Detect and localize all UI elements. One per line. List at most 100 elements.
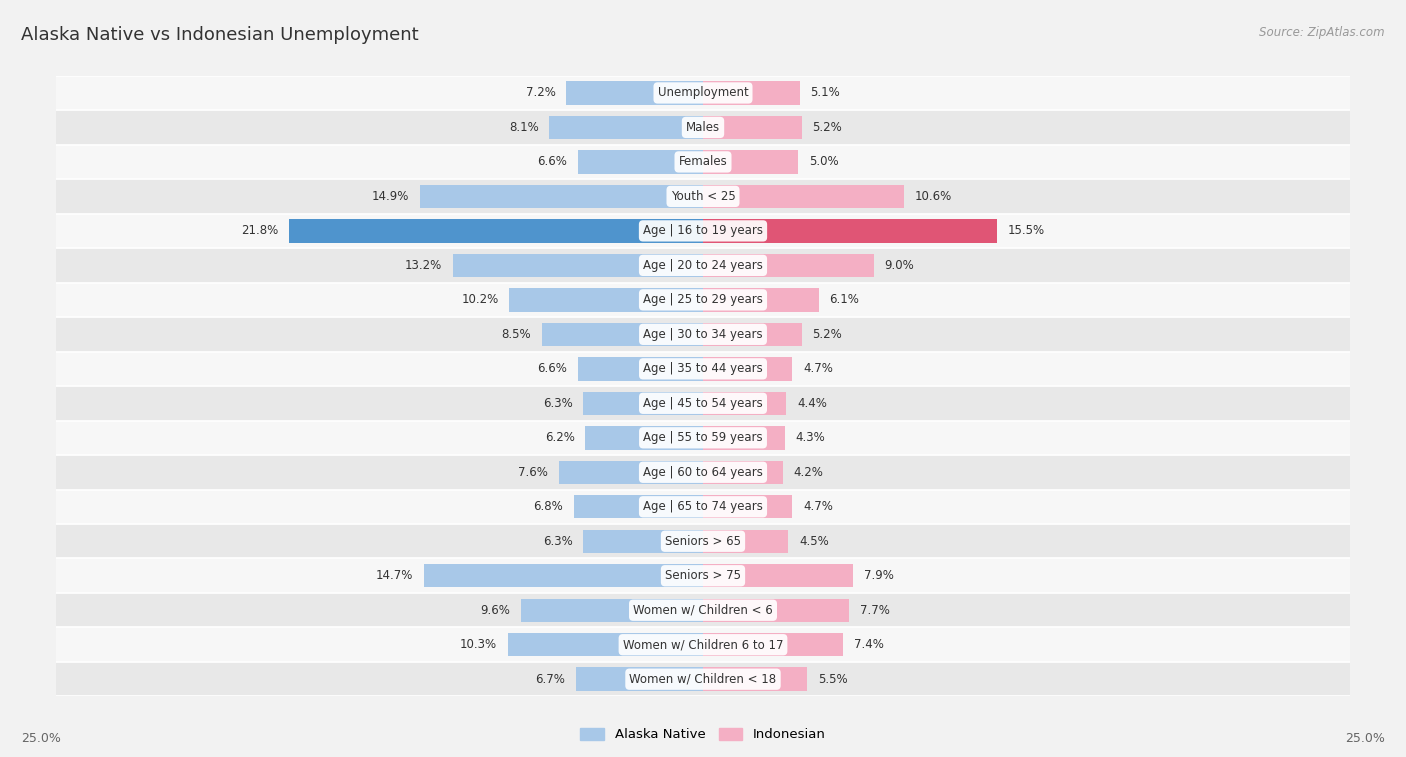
Bar bbox=[509, 288, 703, 312]
Text: Age | 65 to 74 years: Age | 65 to 74 years bbox=[643, 500, 763, 513]
Bar bbox=[56, 179, 1350, 213]
Text: 7.9%: 7.9% bbox=[863, 569, 894, 582]
Text: 6.8%: 6.8% bbox=[533, 500, 564, 513]
Bar bbox=[574, 495, 703, 519]
Text: 5.5%: 5.5% bbox=[818, 673, 848, 686]
Text: 6.6%: 6.6% bbox=[537, 155, 567, 168]
Text: Women w/ Children 6 to 17: Women w/ Children 6 to 17 bbox=[623, 638, 783, 651]
Bar bbox=[56, 421, 1350, 455]
Bar bbox=[703, 495, 792, 519]
Bar bbox=[56, 386, 1350, 421]
Bar bbox=[56, 593, 1350, 628]
Bar bbox=[420, 185, 703, 208]
Bar bbox=[56, 76, 1350, 111]
Bar bbox=[703, 530, 789, 553]
Bar bbox=[558, 460, 703, 484]
Bar bbox=[567, 81, 703, 104]
Text: 13.2%: 13.2% bbox=[405, 259, 441, 272]
Bar bbox=[703, 116, 801, 139]
Text: Age | 20 to 24 years: Age | 20 to 24 years bbox=[643, 259, 763, 272]
Bar bbox=[703, 254, 873, 277]
Bar bbox=[56, 662, 1350, 696]
Text: 4.2%: 4.2% bbox=[793, 466, 824, 478]
Bar bbox=[703, 81, 800, 104]
Bar bbox=[703, 633, 844, 656]
Text: Youth < 25: Youth < 25 bbox=[671, 190, 735, 203]
Bar bbox=[703, 150, 797, 173]
Text: 4.4%: 4.4% bbox=[797, 397, 827, 410]
Bar bbox=[56, 213, 1350, 248]
Text: 6.2%: 6.2% bbox=[544, 431, 575, 444]
Text: 5.1%: 5.1% bbox=[810, 86, 841, 99]
Bar bbox=[520, 599, 703, 622]
Bar bbox=[56, 145, 1350, 179]
Text: Seniors > 75: Seniors > 75 bbox=[665, 569, 741, 582]
Text: 5.0%: 5.0% bbox=[808, 155, 838, 168]
Bar bbox=[578, 357, 703, 381]
Bar bbox=[56, 351, 1350, 386]
Text: Age | 30 to 34 years: Age | 30 to 34 years bbox=[643, 328, 763, 341]
Text: 10.3%: 10.3% bbox=[460, 638, 496, 651]
Text: Age | 16 to 19 years: Age | 16 to 19 years bbox=[643, 224, 763, 238]
Bar bbox=[578, 150, 703, 173]
Text: 25.0%: 25.0% bbox=[1346, 731, 1385, 745]
Text: 4.5%: 4.5% bbox=[799, 534, 830, 548]
Text: Males: Males bbox=[686, 121, 720, 134]
Text: 10.2%: 10.2% bbox=[461, 294, 499, 307]
Text: 6.3%: 6.3% bbox=[543, 534, 572, 548]
Bar bbox=[703, 564, 853, 587]
Bar bbox=[541, 322, 703, 346]
Text: 5.2%: 5.2% bbox=[813, 328, 842, 341]
Text: Age | 55 to 59 years: Age | 55 to 59 years bbox=[643, 431, 763, 444]
Bar bbox=[56, 490, 1350, 524]
Text: 4.3%: 4.3% bbox=[796, 431, 825, 444]
Text: 7.4%: 7.4% bbox=[855, 638, 884, 651]
Text: 7.7%: 7.7% bbox=[860, 604, 890, 617]
Text: 7.2%: 7.2% bbox=[526, 86, 555, 99]
Text: Age | 35 to 44 years: Age | 35 to 44 years bbox=[643, 363, 763, 375]
Bar bbox=[703, 599, 849, 622]
Text: 15.5%: 15.5% bbox=[1008, 224, 1045, 238]
Bar bbox=[56, 455, 1350, 490]
Bar bbox=[703, 288, 818, 312]
Text: 25.0%: 25.0% bbox=[21, 731, 60, 745]
Bar bbox=[56, 317, 1350, 351]
Text: 8.1%: 8.1% bbox=[509, 121, 538, 134]
Bar bbox=[550, 116, 703, 139]
Bar bbox=[703, 357, 792, 381]
Text: 6.7%: 6.7% bbox=[536, 673, 565, 686]
Text: 7.6%: 7.6% bbox=[519, 466, 548, 478]
Text: Age | 25 to 29 years: Age | 25 to 29 years bbox=[643, 294, 763, 307]
Bar bbox=[56, 282, 1350, 317]
Bar bbox=[56, 248, 1350, 282]
Text: 6.3%: 6.3% bbox=[543, 397, 572, 410]
Bar bbox=[583, 391, 703, 415]
Bar bbox=[508, 633, 703, 656]
Bar bbox=[290, 220, 703, 242]
Bar bbox=[576, 668, 703, 691]
Text: 14.9%: 14.9% bbox=[373, 190, 409, 203]
Text: 10.6%: 10.6% bbox=[915, 190, 952, 203]
Text: 14.7%: 14.7% bbox=[375, 569, 413, 582]
Text: 21.8%: 21.8% bbox=[242, 224, 278, 238]
Bar bbox=[703, 426, 785, 450]
Text: 6.1%: 6.1% bbox=[830, 294, 859, 307]
Bar bbox=[583, 530, 703, 553]
Text: 6.6%: 6.6% bbox=[537, 363, 567, 375]
Legend: Alaska Native, Indonesian: Alaska Native, Indonesian bbox=[575, 723, 831, 746]
Text: Women w/ Children < 18: Women w/ Children < 18 bbox=[630, 673, 776, 686]
Text: 4.7%: 4.7% bbox=[803, 500, 832, 513]
Bar bbox=[56, 524, 1350, 559]
Text: 9.6%: 9.6% bbox=[481, 604, 510, 617]
Bar bbox=[703, 460, 783, 484]
Text: Age | 45 to 54 years: Age | 45 to 54 years bbox=[643, 397, 763, 410]
Bar bbox=[453, 254, 703, 277]
Text: Unemployment: Unemployment bbox=[658, 86, 748, 99]
Text: 9.0%: 9.0% bbox=[884, 259, 914, 272]
Bar bbox=[703, 185, 904, 208]
Bar bbox=[56, 111, 1350, 145]
Text: Alaska Native vs Indonesian Unemployment: Alaska Native vs Indonesian Unemployment bbox=[21, 26, 419, 45]
Text: Women w/ Children < 6: Women w/ Children < 6 bbox=[633, 604, 773, 617]
Text: Females: Females bbox=[679, 155, 727, 168]
Bar bbox=[56, 559, 1350, 593]
